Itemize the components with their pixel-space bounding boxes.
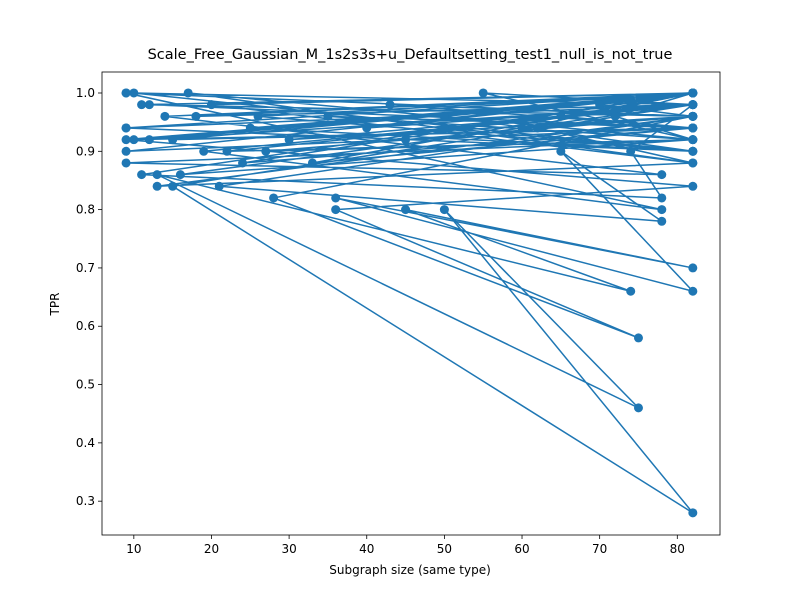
y-tick-label: 0.7 [76, 261, 95, 275]
y-tick-label: 0.6 [76, 319, 95, 333]
x-tick-label: 20 [204, 542, 219, 556]
marker [626, 146, 636, 156]
marker [121, 123, 131, 133]
marker [688, 181, 698, 191]
marker [633, 333, 643, 343]
chart-title: Scale_Free_Gaussian_M_1s2s3s+u_Defaultse… [148, 47, 673, 63]
marker [688, 100, 698, 110]
marker [688, 286, 698, 296]
marker [261, 146, 271, 156]
marker [129, 135, 139, 145]
marker [362, 123, 372, 133]
marker [688, 123, 698, 133]
marker [191, 111, 201, 121]
marker [121, 146, 131, 156]
marker [284, 135, 294, 145]
x-tick-label: 40 [359, 542, 374, 556]
marker [556, 146, 566, 156]
marker [657, 216, 667, 226]
marker [331, 205, 341, 215]
marker [657, 170, 667, 180]
marker [199, 146, 209, 156]
marker [129, 88, 139, 98]
x-tick-label: 10 [126, 542, 141, 556]
marker [144, 135, 154, 145]
marker [439, 111, 449, 121]
x-tick-label: 80 [670, 542, 685, 556]
marker [121, 135, 131, 145]
marker [610, 111, 620, 121]
x-tick-label: 50 [437, 542, 452, 556]
marker [253, 111, 263, 121]
y-tick-label: 0.8 [76, 203, 95, 217]
marker [556, 111, 566, 121]
marker [657, 205, 667, 215]
marker [517, 123, 527, 133]
marker [533, 123, 543, 133]
x-tick-label: 60 [514, 542, 529, 556]
marker [168, 181, 178, 191]
marker [439, 205, 449, 215]
marker [385, 100, 395, 110]
marker [595, 100, 605, 110]
marker [214, 181, 224, 191]
marker [401, 205, 411, 215]
y-tick-label: 1.0 [76, 86, 95, 100]
marker [152, 170, 162, 180]
x-tick-label: 70 [592, 542, 607, 556]
marker [269, 193, 279, 203]
marker [121, 88, 131, 98]
x-axis-label: Subgraph size (same type) [329, 563, 491, 577]
marker [245, 123, 255, 133]
marker [688, 158, 698, 168]
marker [160, 111, 170, 121]
marker [168, 135, 178, 145]
plot-frame [101, 71, 721, 536]
line [125, 92, 696, 514]
marker [222, 146, 232, 156]
marker [688, 263, 698, 273]
marker [688, 111, 698, 121]
y-tick-label: 0.9 [76, 144, 95, 158]
marker [331, 193, 341, 203]
marker [401, 135, 411, 145]
series [121, 88, 698, 518]
marker [206, 100, 216, 110]
marker [688, 146, 698, 156]
marker [439, 123, 449, 133]
marker [323, 111, 333, 121]
marker [121, 158, 131, 168]
marker [183, 88, 193, 98]
marker [478, 88, 488, 98]
y-tick-label: 0.4 [76, 436, 95, 450]
marker [175, 170, 185, 180]
marker [238, 158, 248, 168]
y-axis-label: TPR [48, 293, 62, 317]
marker [137, 100, 147, 110]
marker [688, 508, 698, 518]
y-tick-label: 0.5 [76, 378, 95, 392]
marker [688, 135, 698, 145]
marker [688, 88, 698, 98]
marker [307, 158, 317, 168]
marker [633, 403, 643, 413]
marker [137, 170, 147, 180]
y-tick-label: 0.3 [76, 494, 95, 508]
marker [144, 100, 154, 110]
x-tick-label: 30 [281, 542, 296, 556]
marker [152, 181, 162, 191]
marker [626, 286, 636, 296]
marker [657, 193, 667, 203]
